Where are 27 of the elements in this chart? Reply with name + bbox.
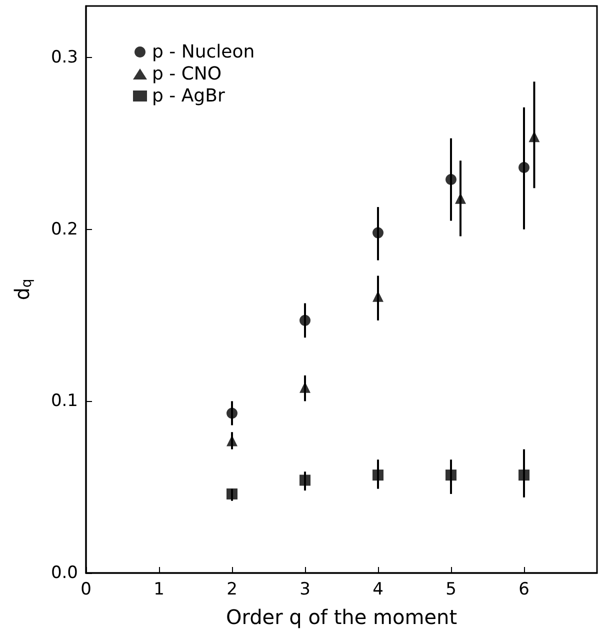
legend-label: p - AgBr bbox=[152, 86, 226, 106]
y-tick-label: 0.1 bbox=[50, 391, 78, 412]
point bbox=[226, 408, 238, 419]
point bbox=[300, 314, 310, 326]
y-tick-label: 0.0 bbox=[50, 563, 78, 583]
point bbox=[518, 162, 530, 174]
x-tick-label: 2 bbox=[226, 580, 238, 600]
y-tick-label: 0.2 bbox=[50, 219, 78, 240]
point bbox=[528, 131, 540, 142]
y-axis-title: dq bbox=[10, 278, 35, 300]
x-tick-label: 6 bbox=[518, 580, 530, 600]
x-tick-label: 4 bbox=[372, 580, 384, 600]
x-tick-label: 1 bbox=[154, 580, 164, 600]
x-tick-label: 3 bbox=[300, 580, 310, 600]
point bbox=[300, 474, 310, 486]
point bbox=[372, 470, 384, 481]
point bbox=[372, 227, 384, 238]
legend-label: p - Nucleon bbox=[152, 42, 255, 62]
legend-label: p - CNO bbox=[152, 64, 222, 84]
x-tick-label: 0 bbox=[80, 580, 92, 600]
y-tick-label: 0.3 bbox=[50, 48, 78, 68]
point bbox=[518, 470, 530, 481]
point bbox=[226, 488, 238, 500]
point bbox=[446, 470, 456, 481]
x-axis-title: Order q of the moment bbox=[226, 605, 458, 629]
point bbox=[446, 174, 456, 186]
x-tick-label: 5 bbox=[446, 580, 456, 600]
